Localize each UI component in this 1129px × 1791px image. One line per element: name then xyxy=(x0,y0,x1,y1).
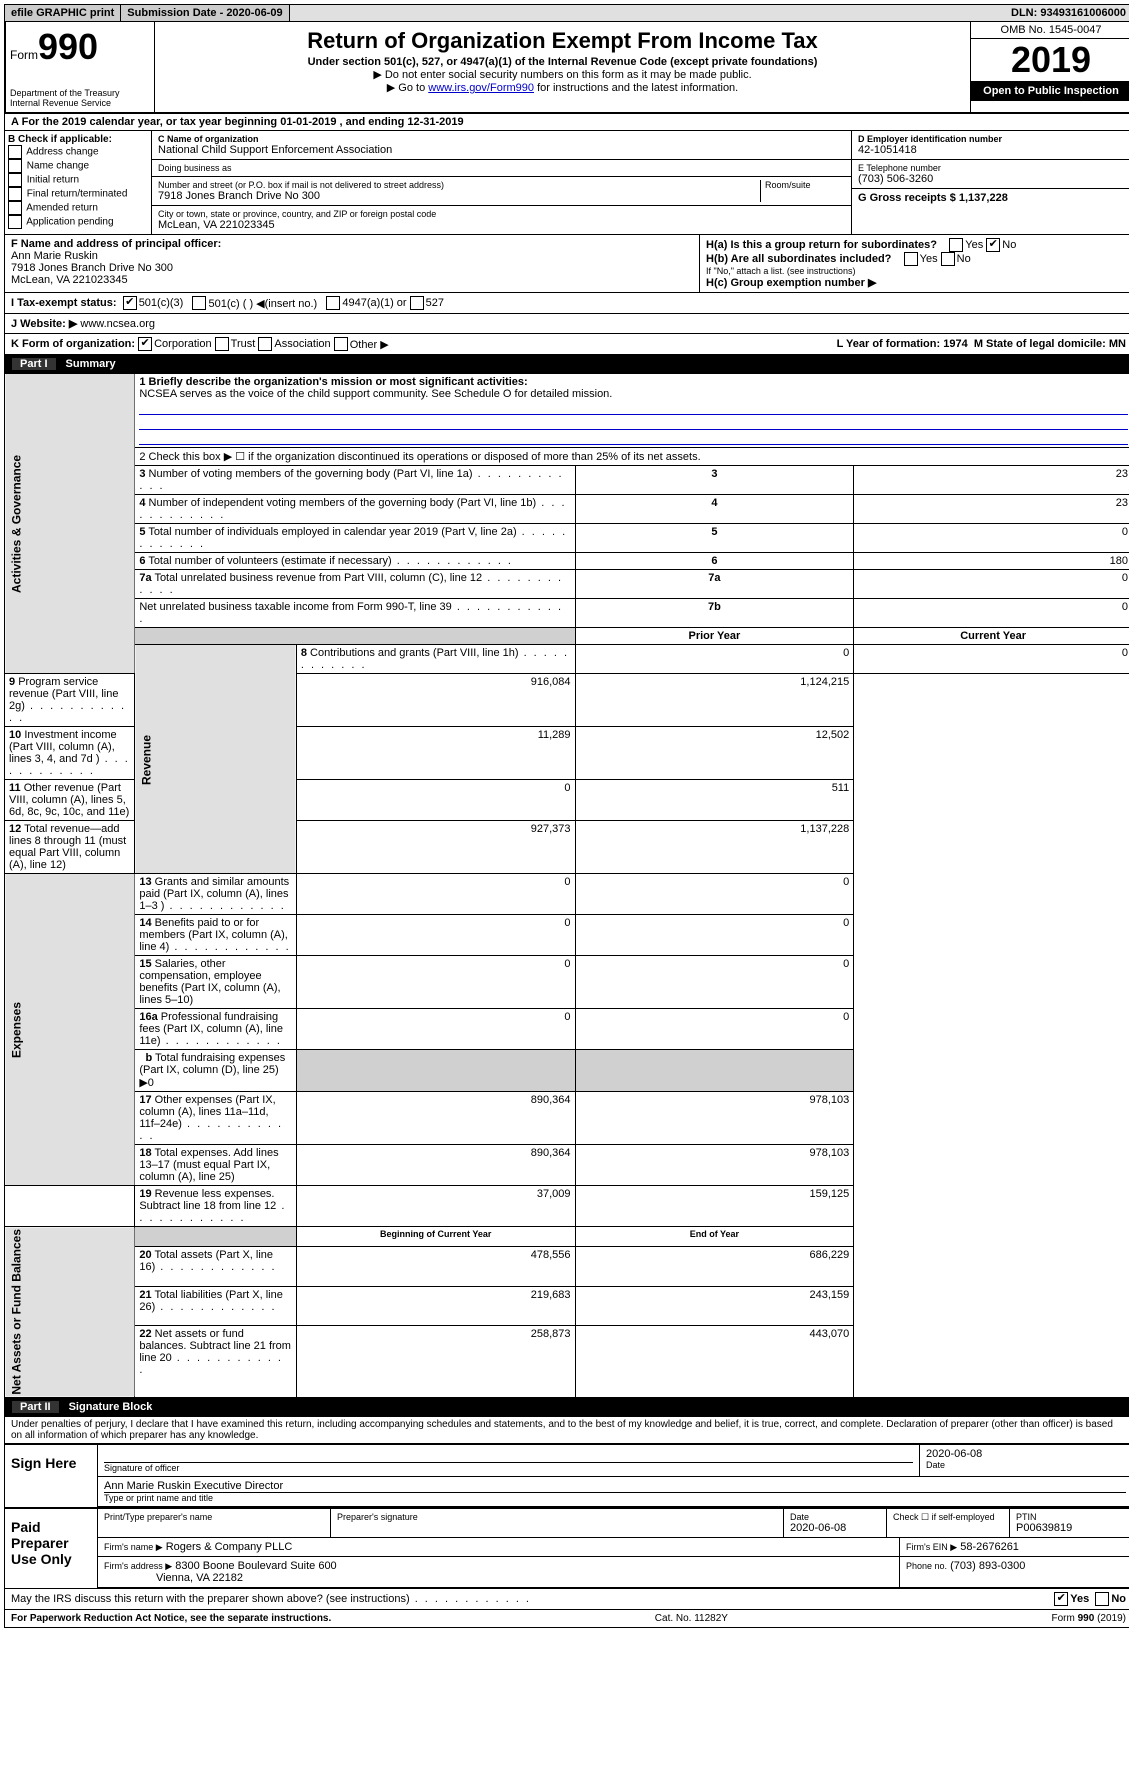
line18-curr: 978,103 xyxy=(575,1145,854,1186)
open-public: Open to Public Inspection xyxy=(971,81,1129,101)
top-bar: efile GRAPHIC print Submission Date - 20… xyxy=(4,4,1129,22)
check-initial-return[interactable]: Initial return xyxy=(8,173,148,187)
paid-preparer-section: Paid Preparer Use Only Print/Type prepar… xyxy=(4,1508,1129,1589)
check-501c3 xyxy=(123,296,137,310)
section-bcde: B Check if applicable: Address change Na… xyxy=(4,131,1129,235)
part-1-table: Activities & Governance 1 Briefly descri… xyxy=(4,373,1129,1398)
ha-group-return: H(a) Is this a group return for subordin… xyxy=(706,238,1126,252)
officer-name: Ann Marie Ruskin xyxy=(11,250,693,262)
section-klm: K Form of organization: Corporation Trus… xyxy=(4,334,1129,355)
check-name-change[interactable]: Name change xyxy=(8,159,148,173)
irs-link[interactable]: www.irs.gov/Form990 xyxy=(428,82,534,94)
line3-val: 23 xyxy=(854,466,1129,495)
ptin: P00639819 xyxy=(1016,1522,1126,1534)
line8-curr: 0 xyxy=(854,645,1129,674)
form-header: Form990 Department of the TreasuryIntern… xyxy=(4,22,1129,114)
submission-date: Submission Date - 2020-06-09 xyxy=(121,5,289,21)
efile-print-button[interactable]: efile GRAPHIC print xyxy=(5,5,121,21)
check-final-return[interactable]: Final return/terminated xyxy=(8,187,148,201)
section-de: D Employer identification number 42-1051… xyxy=(852,131,1129,234)
omb-number: OMB No. 1545-0047 xyxy=(971,22,1129,39)
line7b-val: 0 xyxy=(854,599,1129,628)
gross-receipts: G Gross receipts $ 1,137,228 xyxy=(858,192,1126,204)
line5-val: 0 xyxy=(854,524,1129,553)
sig-date: 2020-06-08 xyxy=(926,1448,1126,1460)
netassets-label: Net Assets or Fund Balances xyxy=(5,1227,135,1398)
line-2: 2 Check this box ▶ ☐ if the organization… xyxy=(135,448,1129,466)
line6-val: 180 xyxy=(854,553,1129,570)
check-amended[interactable]: Amended return xyxy=(8,201,148,215)
sign-here-section: Sign Here Signature of officer 2020-06-0… xyxy=(4,1444,1129,1508)
line10-curr: 12,502 xyxy=(575,727,854,780)
line9-curr: 1,124,215 xyxy=(575,674,854,727)
check-application[interactable]: Application pending xyxy=(8,215,148,229)
line20-curr: 686,229 xyxy=(575,1247,854,1286)
firm-phone: (703) 893-0300 xyxy=(950,1560,1025,1572)
part-1-header: Part I Summary xyxy=(4,355,1129,373)
line7a-val: 0 xyxy=(854,570,1129,599)
ein: 42-1051418 xyxy=(858,144,1126,156)
row-a-taxyear: A For the 2019 calendar year, or tax yea… xyxy=(4,114,1129,131)
year-formation: L Year of formation: 1974 xyxy=(837,338,968,350)
org-name: National Child Support Enforcement Assoc… xyxy=(158,144,845,156)
section-b: B Check if applicable: Address change Na… xyxy=(5,131,152,234)
form-990-footer: Form 990 (2019) xyxy=(1052,1613,1126,1624)
section-i: I Tax-exempt status: 501(c)(3) 501(c) ( … xyxy=(4,293,1129,314)
part-2-header: Part II Signature Block xyxy=(4,1398,1129,1416)
note-link: ▶ Go to www.irs.gov/Form990 for instruct… xyxy=(159,81,966,94)
section-j: J Website: ▶ www.ncsea.org xyxy=(4,314,1129,334)
website[interactable]: www.ncsea.org xyxy=(80,318,155,330)
firm-name: Rogers & Company PLLC xyxy=(166,1541,293,1553)
note-ssn: ▶ Do not enter social security numbers o… xyxy=(159,68,966,81)
dln: DLN: 93493161006000 xyxy=(1005,5,1129,21)
line19-curr: 159,125 xyxy=(575,1186,854,1227)
dept-treasury: Department of the TreasuryInternal Reven… xyxy=(10,88,150,108)
footer: For Paperwork Reduction Act Notice, see … xyxy=(4,1610,1129,1628)
section-fh: F Name and address of principal officer:… xyxy=(4,235,1129,293)
line22-curr: 443,070 xyxy=(575,1325,854,1397)
discuss-yes xyxy=(1054,1592,1068,1606)
hb-subordinates: H(b) Are all subordinates included? Yes … xyxy=(706,252,1126,266)
firm-ein: 58-2676261 xyxy=(960,1541,1019,1553)
line11-curr: 511 xyxy=(575,780,854,821)
mission-text: NCSEA serves as the voice of the child s… xyxy=(139,388,1128,400)
discuss-row: May the IRS discuss this return with the… xyxy=(4,1589,1129,1610)
tax-year: 2019 xyxy=(971,39,1129,81)
form-title: Return of Organization Exempt From Incom… xyxy=(159,28,966,54)
form-number: 990 xyxy=(38,26,98,67)
form-label: Form xyxy=(10,48,38,62)
penalty-text: Under penalties of perjury, I declare th… xyxy=(4,1416,1129,1444)
phone: (703) 506-3260 xyxy=(858,173,1126,185)
section-c: C Name of organization National Child Su… xyxy=(152,131,852,234)
org-city: McLean, VA 221023345 xyxy=(158,219,845,231)
line17-curr: 978,103 xyxy=(575,1092,854,1145)
signer-name: Ann Marie Ruskin Executive Director xyxy=(104,1480,1126,1493)
check-address-change[interactable]: Address change xyxy=(8,145,148,159)
line21-curr: 243,159 xyxy=(575,1286,854,1325)
expenses-label: Expenses xyxy=(5,874,135,1186)
ha-no-check xyxy=(986,238,1000,252)
form-subtitle: Under section 501(c), 527, or 4947(a)(1)… xyxy=(159,56,966,68)
hc-exemption: H(c) Group exemption number ▶ xyxy=(706,276,1126,289)
governance-label: Activities & Governance xyxy=(5,374,135,674)
org-address: 7918 Jones Branch Drive No 300 xyxy=(158,190,760,202)
line4-val: 23 xyxy=(854,495,1129,524)
line12-curr: 1,137,228 xyxy=(575,821,854,874)
state-domicile: M State of legal domicile: MN xyxy=(974,338,1126,350)
revenue-label: Revenue xyxy=(135,645,297,874)
